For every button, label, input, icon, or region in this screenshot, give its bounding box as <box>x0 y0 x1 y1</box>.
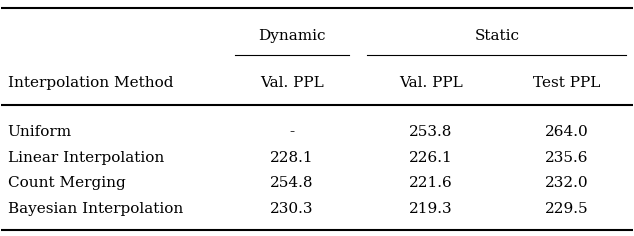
Text: 219.3: 219.3 <box>409 202 453 216</box>
Text: 235.6: 235.6 <box>545 151 588 165</box>
Text: Val. PPL: Val. PPL <box>260 76 323 90</box>
Text: Bayesian Interpolation: Bayesian Interpolation <box>8 202 183 216</box>
Text: 264.0: 264.0 <box>545 125 588 139</box>
Text: Count Merging: Count Merging <box>8 176 126 190</box>
Text: 254.8: 254.8 <box>270 176 313 190</box>
Text: Linear Interpolation: Linear Interpolation <box>8 151 164 165</box>
Text: 228.1: 228.1 <box>270 151 314 165</box>
Text: Interpolation Method: Interpolation Method <box>8 76 173 90</box>
Text: Val. PPL: Val. PPL <box>399 76 462 90</box>
Text: 226.1: 226.1 <box>409 151 453 165</box>
Text: Dynamic: Dynamic <box>258 29 325 43</box>
Text: Static: Static <box>474 29 519 43</box>
Text: -: - <box>289 125 294 139</box>
Text: 229.5: 229.5 <box>545 202 588 216</box>
Text: Test PPL: Test PPL <box>533 76 600 90</box>
Text: 230.3: 230.3 <box>270 202 313 216</box>
Text: 232.0: 232.0 <box>545 176 588 190</box>
Text: Uniform: Uniform <box>8 125 72 139</box>
Text: 253.8: 253.8 <box>409 125 452 139</box>
Text: 221.6: 221.6 <box>409 176 453 190</box>
